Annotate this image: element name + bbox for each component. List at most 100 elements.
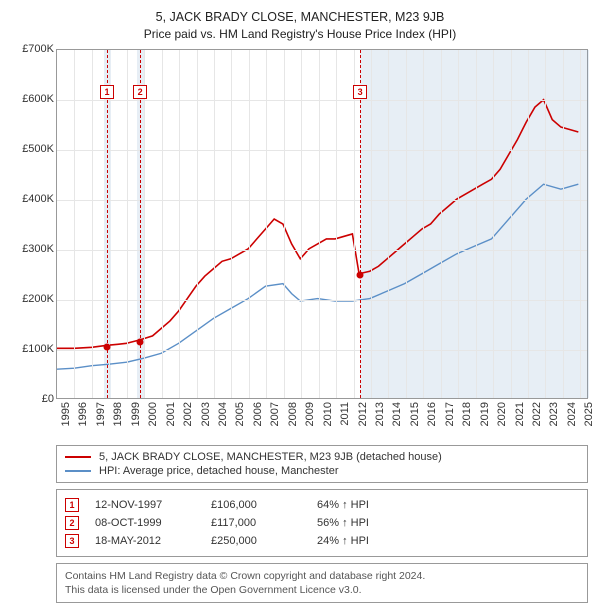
x-tick-label: 2018 <box>461 402 473 426</box>
gridline-v <box>284 50 285 398</box>
x-tick-label: 2003 <box>200 402 212 426</box>
plot: 1 2 3 <box>56 49 588 399</box>
event-price: £117,000 <box>211 517 301 529</box>
x-tick-label: 2006 <box>252 402 264 426</box>
gridline-v <box>214 50 215 398</box>
gridline-v <box>580 50 581 398</box>
x-tick-label: 2025 <box>583 402 595 426</box>
marker-line <box>360 50 361 398</box>
legend-item: HPI: Average price, detached house, Manc… <box>65 464 579 478</box>
chart-subtitle: Price paid vs. HM Land Registry's House … <box>12 27 588 41</box>
y-tick-label: £300K <box>22 243 54 255</box>
event-hpi: 24% ↑ HPI <box>317 535 369 547</box>
x-tick-label: 2014 <box>391 402 403 426</box>
chart-container: 5, JACK BRADY CLOSE, MANCHESTER, M23 9JB… <box>0 0 600 611</box>
gridline-v <box>354 50 355 398</box>
x-tick-label: 2021 <box>514 402 526 426</box>
gridline-v <box>162 50 163 398</box>
event-marker: 2 <box>65 516 79 530</box>
x-tick-label: 2007 <box>269 402 281 426</box>
marker-line <box>140 50 141 398</box>
y-tick-label: £200K <box>22 293 54 305</box>
x-tick-label: 2020 <box>496 402 508 426</box>
gridline-v <box>127 50 128 398</box>
x-tick-label: 2017 <box>444 402 456 426</box>
x-tick-label: 2009 <box>304 402 316 426</box>
y-tick-label: £100K <box>22 343 54 355</box>
x-tick-label: 2012 <box>357 402 369 426</box>
x-tick-label: 2001 <box>165 402 177 426</box>
event-date: 12-NOV-1997 <box>95 499 195 511</box>
gridline-v <box>92 50 93 398</box>
event-price: £106,000 <box>211 499 301 511</box>
gridline-v <box>493 50 494 398</box>
y-tick-label: £400K <box>22 193 54 205</box>
x-axis: 1995199619971998199920002001200220032004… <box>56 399 588 441</box>
chart-title: 5, JACK BRADY CLOSE, MANCHESTER, M23 9JB <box>12 10 588 24</box>
gridline-v <box>545 50 546 398</box>
gridline-v <box>563 50 564 398</box>
x-tick-label: 1997 <box>95 402 107 426</box>
event-hpi: 56% ↑ HPI <box>317 517 369 529</box>
marker-box: 2 <box>133 85 147 99</box>
legend-label: HPI: Average price, detached house, Manc… <box>99 465 339 477</box>
gridline-v <box>441 50 442 398</box>
event-price: £250,000 <box>211 535 301 547</box>
events-table: 112-NOV-1997£106,00064% ↑ HPI208-OCT-199… <box>56 489 588 557</box>
gridline-v <box>528 50 529 398</box>
marker-dot <box>137 338 144 345</box>
gridline-v <box>179 50 180 398</box>
gridline-v <box>301 50 302 398</box>
legend-swatch <box>65 456 91 458</box>
event-row: 3 18-MAY-2012 £250,000 24% ↑ HPI <box>65 532 579 550</box>
gridline-v <box>231 50 232 398</box>
x-tick-label: 2010 <box>322 402 334 426</box>
gridline-v <box>406 50 407 398</box>
y-tick-label: £0 <box>42 393 54 405</box>
marker-dot <box>104 344 111 351</box>
marker-dot <box>357 272 364 279</box>
gridline-h <box>57 150 587 151</box>
x-tick-label: 2022 <box>531 402 543 426</box>
attribution: Contains HM Land Registry data © Crown c… <box>56 563 588 603</box>
x-tick-label: 2015 <box>409 402 421 426</box>
marker-box: 1 <box>100 85 114 99</box>
gridline-v <box>74 50 75 398</box>
x-tick-label: 2024 <box>566 402 578 426</box>
chart-lines <box>57 50 587 398</box>
gridline-v <box>423 50 424 398</box>
x-tick-label: 1996 <box>77 402 89 426</box>
event-marker: 3 <box>65 534 79 548</box>
x-tick-label: 2008 <box>287 402 299 426</box>
y-tick-label: £500K <box>22 143 54 155</box>
x-tick-label: 1999 <box>130 402 142 426</box>
event-marker: 1 <box>65 498 79 512</box>
x-tick-label: 2023 <box>548 402 560 426</box>
gridline-h <box>57 200 587 201</box>
legend-item: 5, JACK BRADY CLOSE, MANCHESTER, M23 9JB… <box>65 450 579 464</box>
gridline-v <box>371 50 372 398</box>
gridline-v <box>336 50 337 398</box>
event-date: 18-MAY-2012 <box>95 535 195 547</box>
legend-swatch <box>65 470 91 472</box>
gridline-v <box>458 50 459 398</box>
x-tick-label: 2013 <box>374 402 386 426</box>
gridline-v <box>197 50 198 398</box>
x-tick-label: 1998 <box>112 402 124 426</box>
gridline-h <box>57 100 587 101</box>
x-tick-label: 1995 <box>60 402 72 426</box>
gridline-h <box>57 350 587 351</box>
x-tick-label: 2016 <box>426 402 438 426</box>
x-tick-label: 2011 <box>339 402 351 426</box>
plot-area: £0£100K£200K£300K£400K£500K£600K£700K 12… <box>12 49 588 399</box>
legend-label: 5, JACK BRADY CLOSE, MANCHESTER, M23 9JB… <box>99 451 442 463</box>
gridline-v <box>144 50 145 398</box>
x-tick-label: 2002 <box>182 402 194 426</box>
marker-box: 3 <box>353 85 367 99</box>
y-axis: £0£100K£200K£300K£400K£500K£600K£700K <box>12 49 56 399</box>
x-tick-label: 2005 <box>234 402 246 426</box>
gridline-v <box>266 50 267 398</box>
gridline-v <box>511 50 512 398</box>
gridline-v <box>249 50 250 398</box>
gridline-v <box>319 50 320 398</box>
